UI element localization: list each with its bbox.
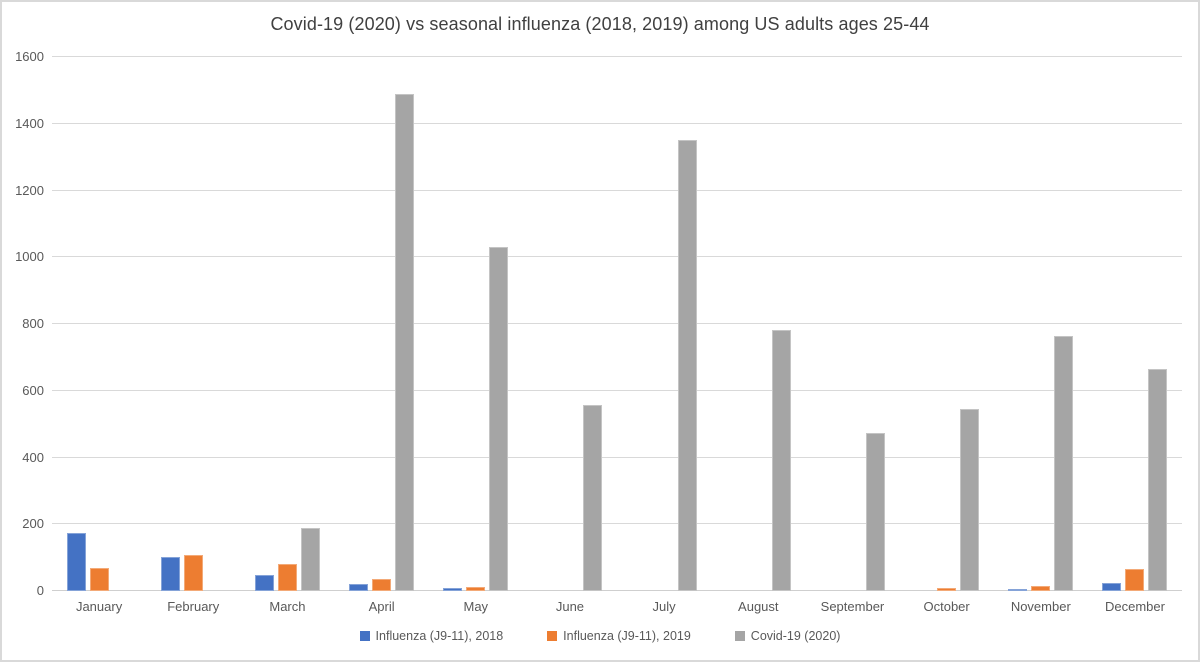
x-tick-label: May [463,599,489,614]
bar-group-april [335,57,429,591]
x-tick-label: June [555,599,585,614]
bar-covid-19-2020- [300,527,320,591]
bar-group-july [617,57,711,591]
legend-label: Covid-19 (2020) [750,629,841,643]
bar-influenza-j9-11-2018 [443,588,463,591]
bar-influenza-j9-11-2019 [372,579,392,591]
x-tick-label: July [652,599,676,614]
bar-covid-19-2020- [865,432,885,591]
legend-item: Influenza (J9-11), 2018 [359,629,504,643]
bar-influenza-j9-11-2018 [66,532,86,591]
bar-influenza-j9-11-2019 [89,567,109,591]
gridline [52,323,1182,324]
legend-item: Influenza (J9-11), 2019 [547,629,691,643]
x-tick-label: January [75,599,123,614]
gridline [52,389,1182,391]
bar-influenza-j9-11-2018 [254,575,274,591]
y-tick-label: 1600 [15,49,44,64]
bar-influenza-j9-11-2018 [160,556,180,591]
bar-group-december [1088,57,1182,591]
legend-swatch-icon [734,631,745,641]
bar-influenza-j9-11-2019 [183,555,203,591]
bar-groups [52,57,1182,591]
gridline [52,122,1182,124]
bar-covid-19-2020- [489,247,509,591]
bar-covid-19-2020- [960,409,980,591]
bar-group-august [711,57,805,591]
gridline [52,523,1182,525]
bar-group-may [429,57,523,591]
gridline [52,456,1182,458]
legend-label: Influenza (J9-11), 2019 [563,629,691,643]
y-tick-label: 800 [22,316,44,331]
bar-covid-19-2020- [1148,368,1168,591]
y-tick-label: 200 [22,516,44,532]
bar-influenza-j9-11-2019 [277,563,297,591]
x-tick-label: October [923,599,970,614]
x-tick-label: September [820,599,885,614]
bar-group-september [805,57,899,591]
x-tick-label: November [1010,599,1071,614]
legend: Influenza (J9-11), 2018 Influenza (J9-11)… [2,629,1198,643]
gridline [52,256,1182,258]
bar-covid-19-2020- [583,405,603,591]
gridline [52,189,1182,191]
gridline [52,590,1182,591]
x-tick-label: December [1104,599,1165,614]
bar-group-june [523,57,617,591]
bar-influenza-j9-11-2019 [937,587,957,591]
bar-covid-19-2020- [771,330,791,591]
y-tick-label: 400 [22,449,44,465]
bar-influenza-j9-11-2019 [1125,568,1145,591]
bar-covid-19-2020- [677,140,697,591]
legend-swatch-icon [547,631,558,641]
y-tick-label: 1000 [15,249,44,265]
y-tick-label: 1400 [15,115,44,131]
bar-covid-19-2020- [1054,335,1074,591]
bar-influenza-j9-11-2019 [1031,586,1051,591]
y-tick-label: 600 [22,382,44,398]
legend-item: Covid-19 (2020) [734,629,841,643]
bar-group-november [994,57,1088,591]
bar-influenza-j9-11-2018 [1008,589,1028,591]
x-axis: January February March April May June July Augu… [52,599,1182,614]
y-axis: 0 200 400 600 800 1000 1200 1400 1600 [2,49,46,598]
bar-group-october [900,57,994,591]
plot-area [52,56,1182,591]
bar-covid-19-2020- [395,93,415,591]
bar-influenza-j9-11-2019 [466,587,486,591]
gridline [52,56,1182,57]
x-tick-label: August [738,599,779,614]
bar-influenza-j9-11-2018 [349,584,369,591]
y-tick-label: 0 [36,583,44,598]
bar-group-march [240,57,334,591]
x-tick-label: April [368,599,395,614]
bar-group-february [146,57,240,591]
bar-group-january [52,57,146,591]
bar-influenza-j9-11-2018 [1102,583,1122,591]
chart-title: Covid-19 (2020) vs seasonal influenza (2… [270,14,930,34]
legend-label: Influenza (J9-11), 2018 [375,629,504,643]
x-tick-label: February [167,599,220,614]
x-tick-label: March [269,599,306,614]
y-tick-label: 1200 [15,182,44,198]
legend-swatch-icon [359,631,370,641]
